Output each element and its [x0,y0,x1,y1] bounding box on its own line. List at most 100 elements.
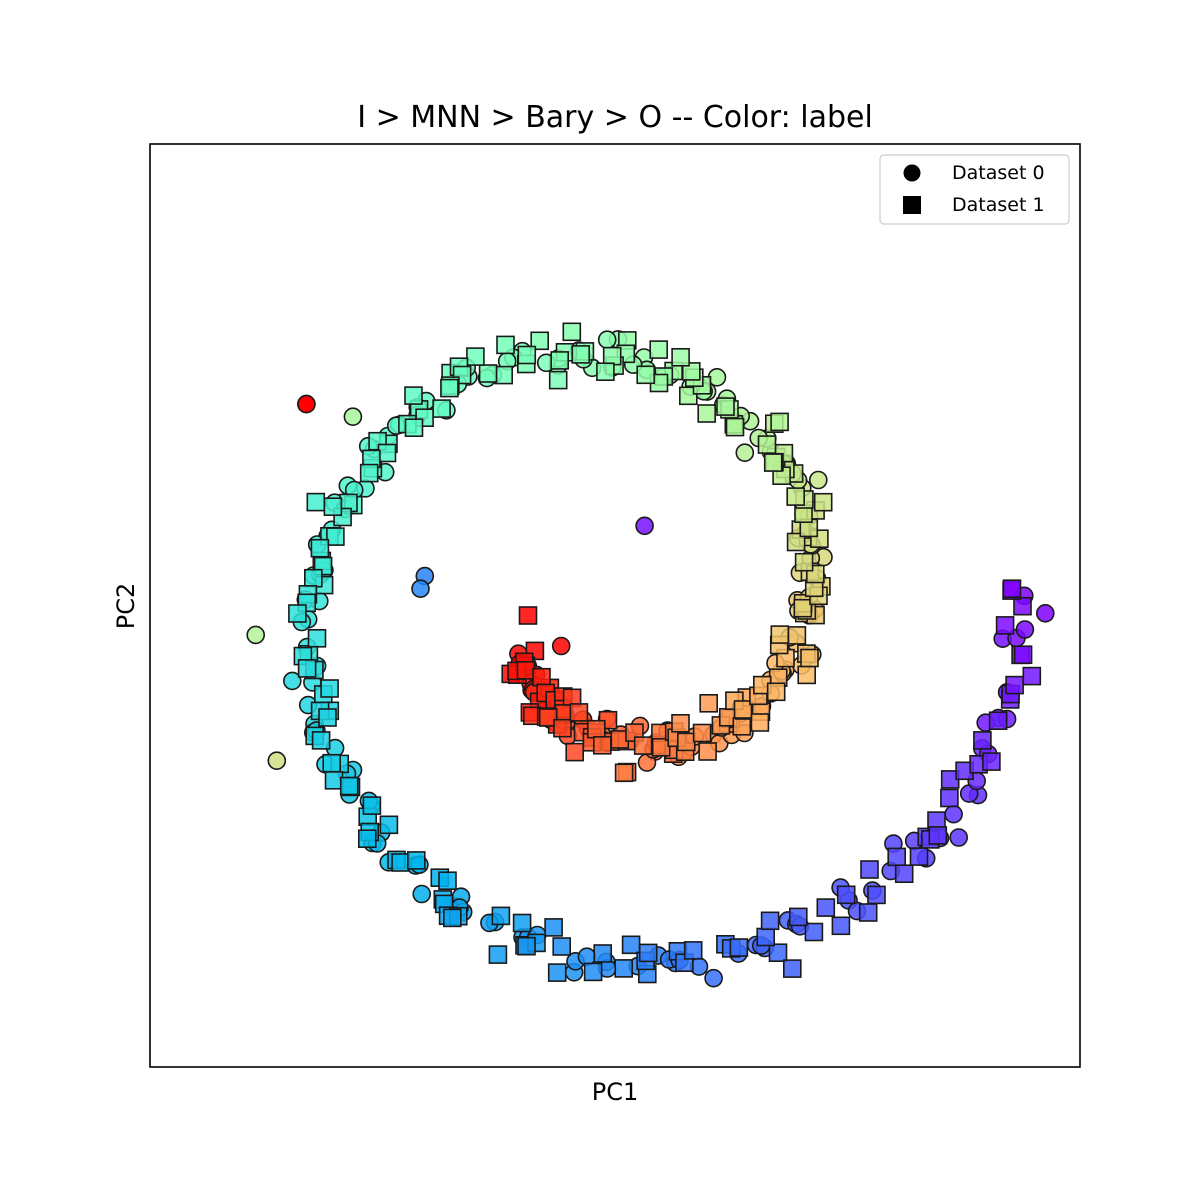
dataset-1-point [733,700,753,719]
dataset-1-point [692,723,712,743]
dataset-1-point [518,606,538,625]
dataset-1-point [442,908,462,928]
dataset-1-point [339,776,359,796]
dataset-0-point [412,884,432,904]
dataset-1-point [569,703,589,722]
dataset-1-point [860,860,879,879]
dataset-1-point [307,628,327,648]
dataset-1-point [678,386,698,406]
dataset-1-point [770,625,790,644]
dataset-1-point [651,737,671,757]
dataset-1-point [671,347,690,367]
dataset-1-point [532,667,551,687]
dataset-1-point [362,796,382,815]
dataset-1-point [973,731,992,750]
dataset-1-point [621,935,641,955]
dataset-1-point [787,626,807,645]
legend-marker-circle [903,164,921,182]
dataset-1-point [786,487,806,506]
dataset-1-point [732,716,752,736]
dataset-1-point [404,386,423,405]
dataset-1-point [517,936,536,956]
dataset-1-point [440,378,459,398]
dataset-1-point [831,916,851,936]
dataset-1-point [995,616,1015,635]
dataset-1-point [982,752,1001,771]
dataset-1-point [909,847,929,866]
dataset-0-point [411,579,430,599]
dataset-1-point [432,399,451,418]
dataset-1-point [794,552,814,572]
dataset-1-point [894,864,914,884]
dataset-1-point [1002,579,1022,599]
dataset-1-point [488,945,508,964]
chart-title: I > MNN > Bary > O -- Color: label [357,100,873,135]
dataset-1-point [538,708,558,727]
plot-area [246,322,1055,988]
dataset-1-point [310,538,330,558]
dataset-0-point [635,516,654,536]
dataset-1-point [760,911,780,931]
dataset-1-point [530,331,550,351]
legend-box [879,154,1070,225]
dataset-1-point [649,340,669,359]
dataset-0-point [944,804,963,824]
dataset-1-point [782,959,802,978]
legend-label-dataset-1: Dataset 1 [952,194,1045,216]
dataset-1-point [357,829,377,849]
axes-frame [149,143,1081,1068]
legend: Dataset 0 Dataset 1 [879,154,1070,225]
x-axis-label: PC1 [592,1078,639,1106]
dataset-0-point [297,394,316,414]
dataset-0-point [1036,603,1055,623]
dataset-0-point [282,671,302,691]
dataset-1-point [867,885,886,905]
dataset-1-point [377,443,397,463]
dataset-1-point [816,898,836,917]
dataset-1-point [512,913,532,933]
dataset-1-point [326,527,345,546]
dataset-1-point [756,927,776,947]
dataset-1-point [517,345,537,365]
dataset-1-point [813,492,833,512]
dataset-1-point [786,532,806,552]
dataset-0-point [267,751,287,771]
dataset-0-point [551,636,571,656]
dataset-1-point [553,718,572,738]
dataset-1-point [593,944,613,963]
dataset-1-point [303,568,323,588]
dataset-1-point [586,719,606,739]
dataset-1-point [725,417,745,437]
dataset-1-point [763,453,783,472]
dataset-1-point [550,351,570,370]
dataset-1-point [636,365,656,385]
dataset-1-point [592,735,612,755]
dataset-0-point [343,407,363,427]
dataset-1-point [757,435,777,454]
dataset-1-point [320,679,339,698]
dataset-1-point [359,463,379,483]
dataset-1-point [596,362,615,382]
dataset-1-point [571,345,591,364]
dataset-1-point [750,713,770,732]
dataset-1-point [699,693,719,713]
dataset-1-point [323,497,343,517]
dataset-0-point [704,968,723,988]
dataset-1-point [614,959,634,978]
dataset-1-point [858,903,878,922]
dataset-1-point [766,682,786,702]
dataset-1-point [633,736,653,755]
dataset-0-point [735,443,755,463]
dataset-1-point [797,665,817,685]
dataset-1-point [683,941,703,960]
dataset-1-point [288,604,307,623]
legend-marker-square [903,196,921,214]
dataset-1-point [804,922,824,942]
dataset-1-point [940,788,959,808]
dataset-1-point [836,885,856,905]
dataset-1-point [379,815,399,835]
dataset-1-point [565,742,585,762]
dataset-0-point [597,330,617,350]
y-axis-label: PC2 [112,583,140,630]
